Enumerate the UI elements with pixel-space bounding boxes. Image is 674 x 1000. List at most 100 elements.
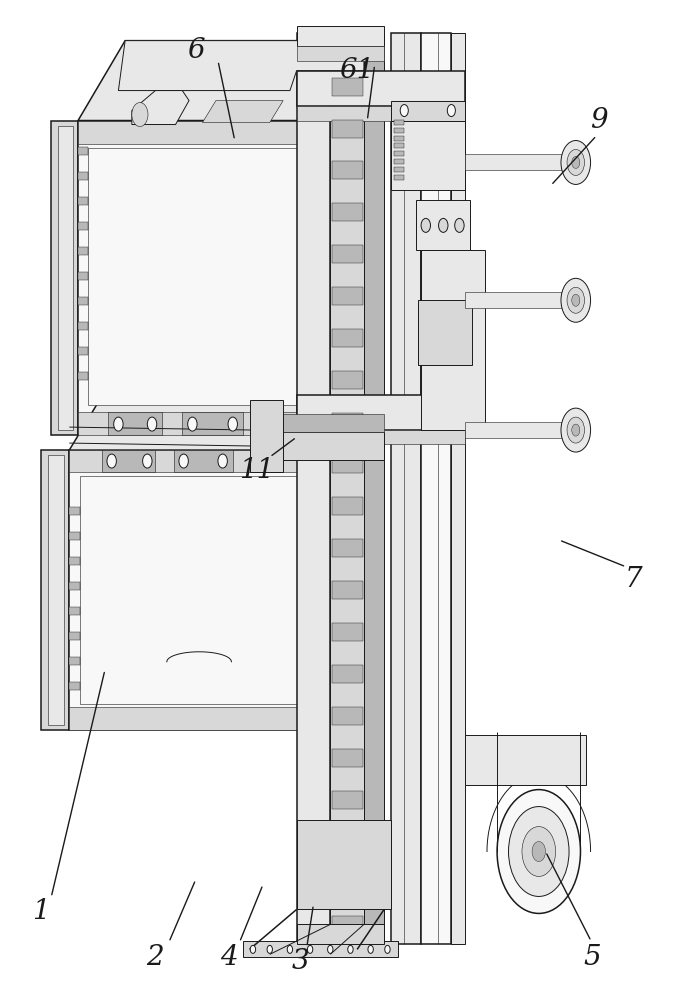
- Circle shape: [561, 278, 590, 322]
- Polygon shape: [88, 148, 307, 405]
- Polygon shape: [109, 412, 162, 435]
- Text: 9: 9: [590, 107, 608, 134]
- Polygon shape: [297, 33, 330, 944]
- Circle shape: [187, 417, 197, 431]
- Circle shape: [522, 827, 555, 876]
- Polygon shape: [69, 682, 80, 690]
- Circle shape: [455, 218, 464, 232]
- Circle shape: [567, 149, 584, 175]
- Circle shape: [328, 945, 333, 953]
- Polygon shape: [41, 450, 69, 730]
- Polygon shape: [332, 581, 363, 599]
- Polygon shape: [78, 41, 357, 121]
- Polygon shape: [78, 272, 88, 280]
- Polygon shape: [69, 450, 300, 472]
- Polygon shape: [465, 735, 586, 785]
- Polygon shape: [48, 455, 64, 725]
- Polygon shape: [332, 455, 363, 473]
- Circle shape: [385, 945, 390, 953]
- Polygon shape: [51, 121, 78, 435]
- Circle shape: [368, 945, 373, 953]
- Polygon shape: [256, 432, 384, 460]
- Polygon shape: [332, 245, 363, 263]
- Circle shape: [228, 417, 237, 431]
- Polygon shape: [421, 33, 452, 944]
- Polygon shape: [297, 106, 465, 121]
- Circle shape: [572, 424, 580, 436]
- Text: 7: 7: [624, 566, 642, 593]
- Polygon shape: [332, 203, 363, 221]
- Text: 1: 1: [32, 898, 50, 925]
- Circle shape: [218, 454, 227, 468]
- Polygon shape: [332, 329, 363, 347]
- Polygon shape: [119, 41, 364, 91]
- Polygon shape: [332, 833, 363, 851]
- Circle shape: [250, 945, 255, 953]
- Polygon shape: [394, 128, 404, 133]
- Polygon shape: [174, 450, 233, 472]
- Polygon shape: [69, 532, 80, 540]
- Polygon shape: [417, 200, 470, 250]
- Circle shape: [107, 454, 117, 468]
- Polygon shape: [394, 120, 404, 125]
- Polygon shape: [300, 372, 347, 730]
- Polygon shape: [332, 791, 363, 809]
- Polygon shape: [69, 582, 80, 590]
- Circle shape: [572, 156, 580, 168]
- Polygon shape: [69, 450, 300, 730]
- Polygon shape: [332, 665, 363, 683]
- Circle shape: [348, 945, 353, 953]
- Circle shape: [448, 105, 456, 117]
- Circle shape: [561, 140, 590, 184]
- Polygon shape: [421, 250, 485, 430]
- Text: 6: 6: [187, 37, 205, 64]
- Circle shape: [567, 417, 584, 443]
- Polygon shape: [297, 395, 465, 430]
- Circle shape: [567, 287, 584, 313]
- Polygon shape: [332, 749, 363, 767]
- Polygon shape: [332, 539, 363, 557]
- Polygon shape: [69, 507, 80, 515]
- Circle shape: [497, 790, 580, 913]
- Polygon shape: [465, 422, 565, 438]
- Polygon shape: [78, 412, 310, 435]
- Text: 5: 5: [584, 944, 601, 971]
- Polygon shape: [310, 41, 357, 435]
- Polygon shape: [391, 33, 421, 944]
- Polygon shape: [332, 623, 363, 641]
- Polygon shape: [297, 820, 391, 909]
- Polygon shape: [297, 430, 465, 444]
- Polygon shape: [243, 941, 398, 957]
- Circle shape: [561, 408, 590, 452]
- Polygon shape: [394, 136, 404, 140]
- Polygon shape: [78, 247, 88, 255]
- Circle shape: [148, 417, 157, 431]
- Text: 11: 11: [239, 457, 274, 484]
- Polygon shape: [78, 347, 88, 355]
- Text: 61: 61: [340, 57, 375, 84]
- Circle shape: [307, 945, 313, 953]
- Polygon shape: [80, 476, 297, 704]
- Text: 4: 4: [220, 944, 238, 971]
- Polygon shape: [330, 33, 364, 944]
- Polygon shape: [78, 121, 310, 144]
- Polygon shape: [332, 916, 363, 934]
- Polygon shape: [391, 101, 465, 121]
- Polygon shape: [69, 652, 347, 730]
- Polygon shape: [465, 292, 565, 308]
- Polygon shape: [297, 924, 384, 944]
- Polygon shape: [78, 147, 88, 155]
- Polygon shape: [78, 172, 88, 180]
- Polygon shape: [69, 707, 300, 730]
- Polygon shape: [102, 450, 156, 472]
- Polygon shape: [69, 372, 347, 450]
- Circle shape: [179, 454, 188, 468]
- Polygon shape: [297, 71, 465, 106]
- Polygon shape: [78, 297, 88, 305]
- Circle shape: [572, 294, 580, 306]
- Polygon shape: [391, 121, 465, 190]
- Polygon shape: [332, 78, 363, 96]
- Circle shape: [508, 807, 569, 896]
- Polygon shape: [332, 371, 363, 389]
- Circle shape: [400, 105, 408, 117]
